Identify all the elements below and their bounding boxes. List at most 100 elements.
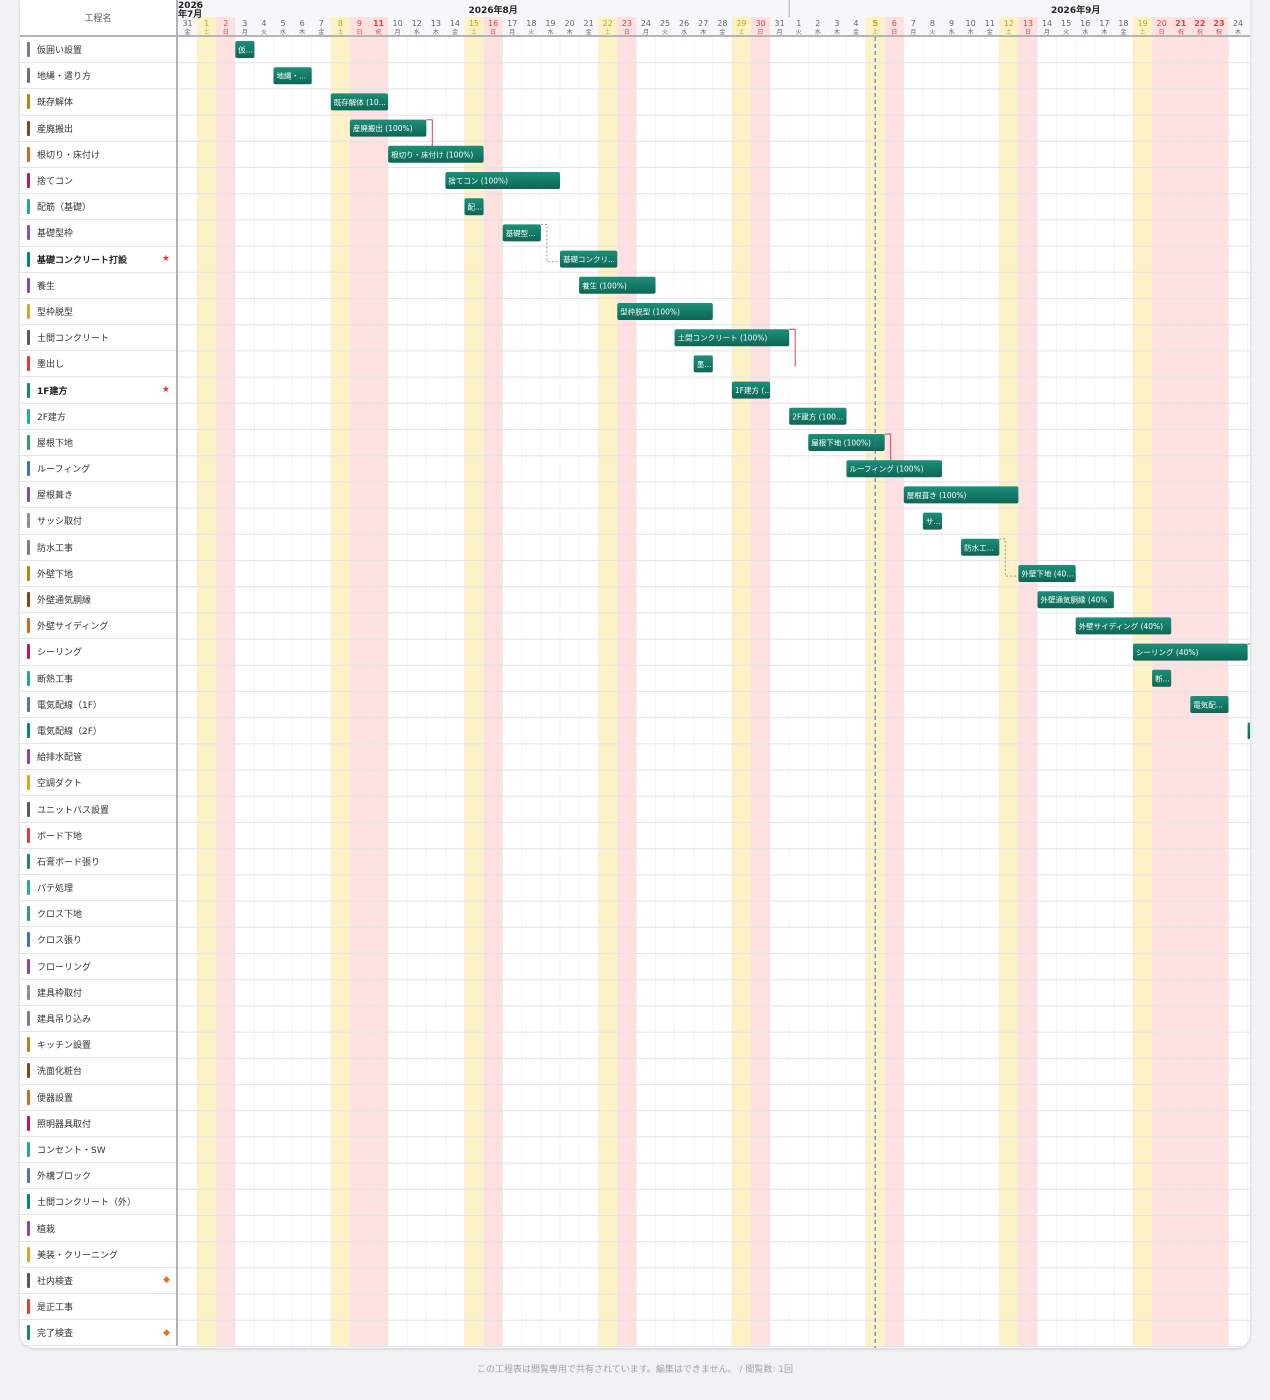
task-bar-rect (560, 250, 618, 268)
task-row[interactable]: 土間コンクリート (20, 325, 176, 352)
day-number-label: 2 (223, 19, 228, 28)
task-row[interactable]: キッチン設置 (20, 1032, 176, 1059)
task-row[interactable]: 電気配線（2F） (20, 718, 176, 745)
task-row[interactable]: 既存解体 (20, 89, 176, 116)
task-bar[interactable]: 産廃搬出 (100%) (349, 119, 427, 137)
task-row[interactable]: コンセント・SW (20, 1137, 176, 1164)
weekday-label: 月 (242, 29, 248, 36)
task-row[interactable]: ボード下地 (20, 823, 176, 849)
task-bar[interactable]: 屋根葺き (100%) (903, 486, 1019, 504)
task-row[interactable]: 1F建方 ★ (20, 377, 176, 404)
task-bar[interactable]: 屋根下地 (100%) (808, 434, 885, 451)
task-row[interactable]: 電気配線（1F） (20, 692, 176, 718)
task-row[interactable]: 石膏ボード張り (20, 849, 176, 875)
task-bar[interactable]: 外壁通気胴縁 (40% (1037, 591, 1114, 609)
weekday-label: 日 (223, 29, 229, 36)
task-row[interactable]: 完了検査 ◆ (20, 1320, 176, 1347)
task-bar[interactable]: 型枠脱型 (100%) (617, 303, 713, 320)
task-row[interactable]: 美装・クリーニング (20, 1242, 176, 1268)
task-bar[interactable]: 基礎型... (502, 224, 541, 242)
task-bar[interactable]: 土間コンクリート (100%) (674, 329, 790, 347)
task-bar[interactable] (1247, 722, 1250, 740)
task-bar[interactable]: 2F建方 (100... (789, 407, 847, 425)
task-row[interactable]: 産廃搬出 (20, 116, 176, 142)
timeline-grid[interactable]: 仮... 地縄・... 既存解体 (10... 産廃搬出 (100%) 根切り・床付け … (178, 37, 1250, 1348)
task-row[interactable]: 断熱工事 (20, 666, 176, 692)
task-bar[interactable]: 墨... (693, 355, 713, 373)
task-row[interactable]: 2F建方 (20, 404, 176, 430)
task-color-indicator (27, 722, 30, 738)
task-bar[interactable]: 地縄・... (273, 67, 312, 85)
task-row[interactable]: 型枠脱型 (20, 299, 176, 326)
task-bar[interactable]: 基礎コンクリ... (560, 250, 618, 268)
task-row[interactable]: フローリング (20, 954, 176, 980)
task-name: 1F建方 (37, 386, 68, 397)
task-bar[interactable]: 外壁下地 (40... (1018, 565, 1076, 582)
task-row[interactable]: クロス張り (20, 927, 176, 954)
task-row[interactable]: 建具枠取付 (20, 980, 176, 1006)
task-row[interactable]: 外壁下地 (20, 561, 176, 587)
day-number-label: 19 (1137, 19, 1147, 28)
task-row[interactable]: 基礎コンクリート打設 ★ (20, 247, 176, 273)
task-color-indicator (27, 1194, 30, 1210)
task-bar[interactable]: 既存解体 (10... (330, 93, 389, 111)
task-row[interactable]: クロス下地 (20, 901, 176, 928)
task-row[interactable]: 建具吊り込み (20, 1006, 176, 1033)
task-bar-rect (808, 434, 885, 451)
task-row[interactable]: 墨出し (20, 351, 176, 378)
task-row[interactable]: 防水工事 (20, 535, 176, 561)
task-bar[interactable]: サ... (922, 512, 942, 530)
task-row[interactable]: 根切り・床付け (20, 142, 176, 168)
task-row[interactable]: サッシ取付 (20, 508, 176, 535)
task-bar[interactable]: 防水工... (961, 538, 1000, 556)
task-row[interactable]: 土間コンクリート（外） (20, 1189, 176, 1216)
task-bar[interactable]: 1F建方 (... (731, 381, 772, 399)
task-bar[interactable]: 養生 (100%) (579, 276, 656, 294)
task-bar[interactable]: 電気配... (1190, 696, 1229, 713)
task-name: 断熱工事 (37, 674, 74, 685)
task-bar[interactable]: 配... (464, 198, 484, 216)
weekday-label: 月 (395, 29, 401, 36)
task-row[interactable]: 照明器具取付 (20, 1111, 176, 1137)
task-name: シーリング (37, 648, 83, 659)
task-bar[interactable]: ルーフィング (100%) (846, 460, 943, 478)
weekday-label: 土 (204, 28, 210, 36)
task-row[interactable]: 外壁サイディング (20, 613, 176, 640)
task-bar-rect (1075, 617, 1172, 635)
task-row[interactable]: 洗面化粧台 (20, 1058, 176, 1085)
task-row[interactable]: ユニットバス設置 (20, 796, 176, 823)
weekday-label: 月 (643, 29, 649, 36)
task-row[interactable]: 配筋（基礎） (20, 194, 176, 221)
task-bar[interactable]: 外壁サイディング (40%) (1075, 617, 1172, 635)
task-row[interactable]: 基礎型枠 (20, 220, 176, 247)
task-bar[interactable]: 捨てコン (100%) (445, 172, 560, 189)
task-row[interactable]: 養生 (20, 273, 176, 299)
task-bar[interactable]: 仮... (235, 41, 255, 58)
task-bar-rect (464, 198, 484, 216)
task-row[interactable]: 外壁通気胴縁 (20, 587, 176, 614)
task-row[interactable]: 仮囲い設置 (20, 37, 176, 64)
task-row[interactable]: 給排水配管 (20, 744, 176, 771)
task-name: 給排水配管 (37, 753, 83, 764)
task-row[interactable]: ルーフィング (20, 456, 176, 483)
task-bar-rect (235, 41, 255, 58)
task-name: 是正工事 (37, 1303, 74, 1314)
task-row[interactable]: 地縄・遣り方 (20, 63, 176, 90)
task-bar[interactable]: 根切り・床付け (100%) (388, 145, 484, 163)
task-row[interactable]: 植栽 (20, 1215, 176, 1242)
gantt-chart-svg[interactable]: 仮... 地縄・... 既存解体 (10... 産廃搬出 (100%) 根切り・床付け … (178, 37, 1250, 1348)
task-row[interactable]: パテ処理 (20, 875, 176, 902)
task-bar[interactable]: 断... (1152, 669, 1172, 687)
task-bar[interactable]: シーリング (40%) (1133, 643, 1248, 661)
task-name: ルーフィング (37, 465, 91, 476)
task-row[interactable]: 屋根葺き (20, 482, 176, 509)
holiday-header-cell (216, 17, 236, 35)
task-row[interactable]: 便器設置 (20, 1085, 176, 1111)
task-row[interactable]: 外構ブロック (20, 1163, 176, 1190)
task-row[interactable]: 社内検査 ◆ (20, 1268, 176, 1294)
task-row[interactable]: 屋根下地 (20, 430, 176, 456)
task-row[interactable]: 捨てコン (20, 168, 176, 195)
task-row[interactable]: 是正工事 (20, 1294, 176, 1321)
task-row[interactable]: 空調ダクト (20, 770, 176, 797)
task-row[interactable]: シーリング (20, 639, 176, 666)
